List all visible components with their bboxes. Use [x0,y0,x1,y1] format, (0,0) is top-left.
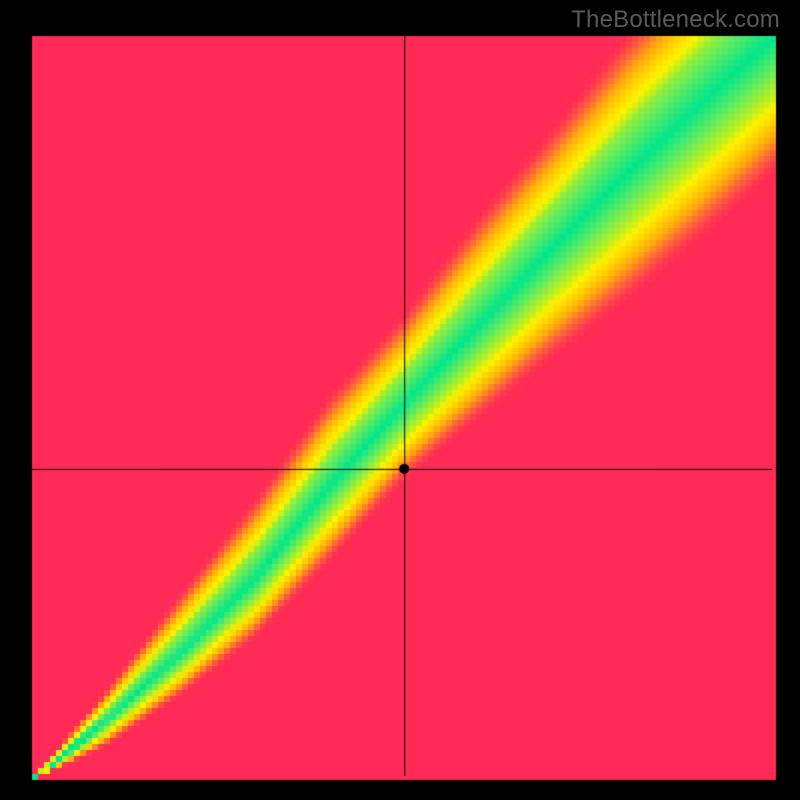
watermark-text: TheBottleneck.com [571,6,780,34]
chart-container: { "watermark": "TheBottleneck.com", "can… [0,0,800,800]
bottleneck-heatmap [0,0,800,800]
